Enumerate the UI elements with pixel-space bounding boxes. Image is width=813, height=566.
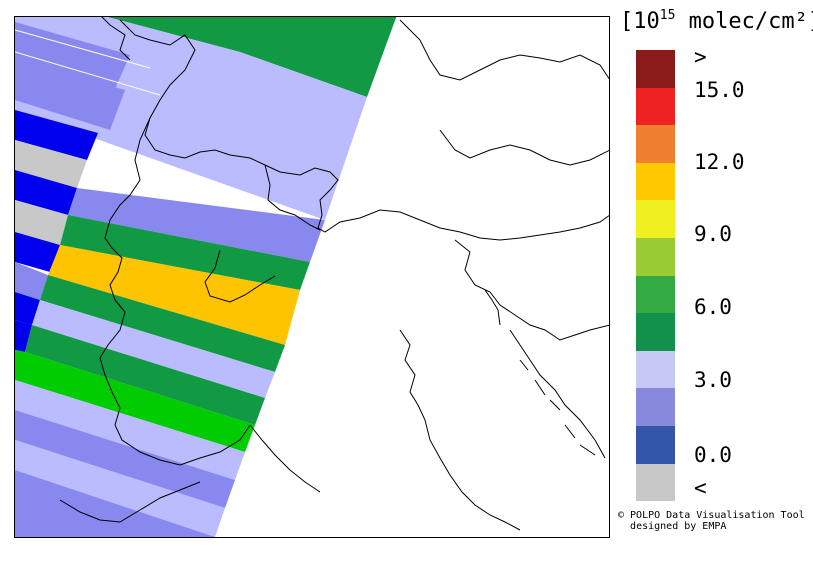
coastline-path — [399, 329, 521, 531]
border-line — [119, 19, 609, 241]
swath-strip — [48, 245, 300, 345]
credit-line-2: designed by EMPA — [630, 521, 727, 532]
legend-title: [1015 molec/cm²] — [620, 8, 813, 34]
color-swatch — [636, 350, 675, 389]
swath-strip — [15, 140, 87, 188]
legend-title-bracket-close: ] — [808, 9, 813, 34]
color-scale-label: > — [694, 45, 707, 69]
swath-strip — [15, 110, 98, 160]
swath-strip — [60, 215, 310, 290]
coastline-path — [509, 329, 606, 459]
color-scale-label: 9.0 — [694, 222, 732, 246]
coastline-path — [59, 481, 201, 523]
swath-strip — [15, 440, 225, 537]
credit-text: © POLPO Data Visualisation Tool designed… — [618, 510, 805, 532]
color-scale-label: 12.0 — [694, 150, 745, 174]
coastline-path — [249, 424, 321, 493]
border-line — [454, 239, 609, 341]
border-line — [101, 17, 131, 61]
color-swatch — [636, 275, 675, 314]
border-line — [399, 19, 609, 81]
color-scale-label: < — [694, 476, 707, 500]
coastline-path — [484, 289, 501, 326]
border-line — [99, 117, 251, 466]
swath-strip — [15, 200, 68, 245]
country-borders — [99, 17, 609, 466]
swath-strip — [32, 300, 275, 398]
color-swatch — [636, 87, 675, 126]
color-swatch — [636, 200, 675, 238]
swath-strip — [40, 275, 285, 372]
color-swatch — [636, 125, 675, 163]
swath-strip — [15, 170, 77, 215]
credit-line-1: © POLPO Data Visualisation Tool — [618, 510, 805, 521]
swath-strip — [15, 380, 245, 480]
swath-strip — [15, 60, 125, 130]
satellite-swath — [15, 17, 397, 537]
swath-strip — [15, 320, 32, 352]
color-swatch — [636, 50, 675, 88]
color-swatch — [636, 237, 675, 276]
swath-strip — [15, 232, 60, 272]
coastline — [59, 289, 606, 531]
color-swatch — [636, 162, 675, 201]
scan-artifact — [15, 29, 151, 69]
legend-title-bracket-open: [ — [620, 9, 634, 34]
color-scale-label: 0.0 — [694, 443, 732, 467]
swath-strip — [107, 17, 397, 97]
color-scale-label: 15.0 — [694, 78, 745, 102]
scan-artifact — [15, 51, 161, 96]
border-line — [264, 164, 321, 231]
swath-strip — [15, 292, 40, 325]
legend-title-base: 10 — [633, 9, 660, 34]
swath-strip — [68, 188, 325, 262]
swath-strip — [15, 410, 235, 508]
swath-strip — [25, 325, 265, 425]
swath-strip — [15, 470, 215, 537]
border-line — [204, 249, 276, 303]
legend-title-units: molec/cm² — [675, 9, 808, 34]
coastline-path — [519, 359, 596, 456]
swath-strip — [15, 262, 48, 300]
border-line — [439, 129, 609, 166]
color-scale-label: 3.0 — [694, 368, 732, 392]
swath-strip — [15, 350, 255, 452]
color-swatch — [636, 388, 675, 426]
legend-title-exponent: 15 — [659, 8, 676, 23]
color-swatch — [636, 313, 675, 351]
color-swatch — [636, 425, 675, 464]
color-scale-label: 6.0 — [694, 295, 732, 319]
color-scale-bar — [636, 50, 675, 502]
color-swatch — [636, 463, 675, 502]
